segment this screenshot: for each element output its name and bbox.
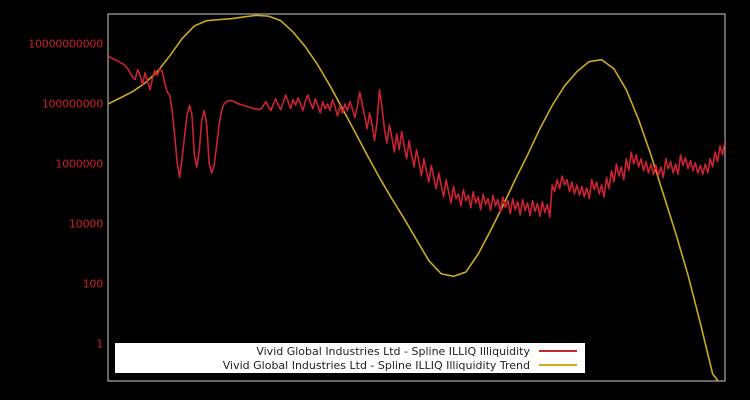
legend-swatch-trend <box>539 364 577 366</box>
legend-entry-trend[interactable]: Vivid Global Industries Ltd - Spline ILL… <box>115 358 579 372</box>
legend-label-illiquidity: Vivid Global Industries Ltd - Spline ILL… <box>256 344 530 358</box>
legend-label-trend: Vivid Global Industries Ltd - Spline ILL… <box>222 358 530 372</box>
legend-swatch-illiquidity <box>539 350 577 352</box>
series-line-trend <box>108 14 720 381</box>
y-tick-label: 1000000 <box>55 157 103 171</box>
chart-legend[interactable]: Vivid Global Industries Ltd - Spline ILL… <box>115 343 585 373</box>
y-axis-tick-labels: 10000000000 100000000 1000000 10000 100 1 <box>0 0 103 400</box>
y-tick-label: 1 <box>96 337 103 351</box>
legend-entry-illiquidity[interactable]: Vivid Global Industries Ltd - Spline ILL… <box>115 344 579 358</box>
y-tick-label: 10000 <box>69 217 103 231</box>
y-tick-label: 100 <box>82 277 104 291</box>
axes-border <box>107 13 726 382</box>
series-line-illiquidity <box>108 55 725 218</box>
y-tick-label: 10000000000 <box>28 37 103 51</box>
y-tick-label: 100000000 <box>41 97 103 111</box>
